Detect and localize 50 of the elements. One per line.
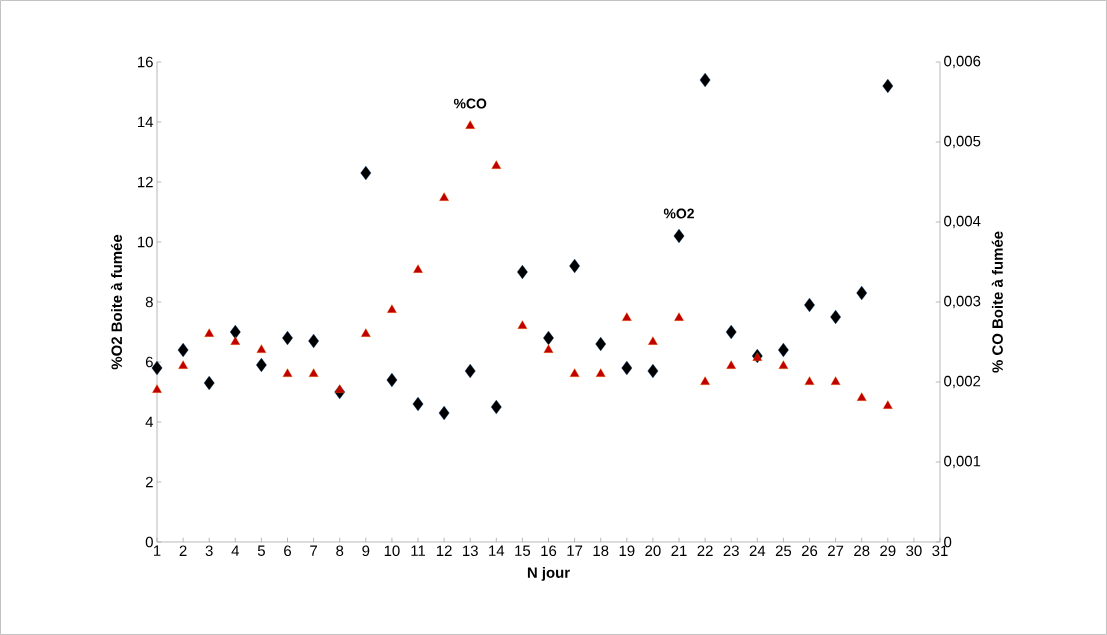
y2-tick-label: 0,002 [944,375,981,389]
y2-axis-title: % CO Boite à fumée [991,231,1003,373]
x-tick-label: 3 [205,545,213,557]
y-tick-label: 14 [138,116,154,128]
x-tick-label: 13 [463,545,478,557]
series-label: %O2 [663,208,694,219]
y-axis-title: %O2 Boite à fumée [110,234,123,370]
x-tick-label: 18 [593,545,609,557]
x-tick-label: 30 [906,545,922,557]
y2-tick-label: 0,003 [944,295,981,309]
x-tick-label: 24 [749,545,766,556]
y-tick-label: 4 [145,416,154,428]
x-tick-label: 6 [284,545,292,557]
x-tick-label: 5 [257,545,265,556]
y-tick-label: 2 [145,476,153,488]
y-tick-label: 6 [145,356,153,368]
x-tick-label: 21 [671,545,687,556]
x-tick-label: 10 [384,545,400,557]
x-tick-label: 12 [436,545,452,556]
x-tick-label: 1 [154,545,161,556]
y-tick-label: 16 [138,56,153,68]
x-tick-label: 27 [828,545,844,556]
y-tick-label: 0 [145,536,153,548]
x-tick-label: 20 [645,545,661,557]
x-tick-label: 15 [515,545,531,556]
x-tick-label: 11 [411,545,426,556]
x-tick-label: 23 [723,545,739,557]
x-tick-label: 19 [619,545,635,557]
x-tick-label: 2 [179,545,187,556]
y-tick-label: 12 [138,176,153,188]
y2-tick-label: 0,004 [944,215,981,229]
y-tick-label: 8 [145,296,153,308]
y-tick-label: 10 [138,236,153,248]
x-tick-label: 25 [775,545,792,557]
y2-tick-label: 0,005 [944,135,981,149]
x-tick-label: 17 [567,545,583,556]
x-axis-title: N jour [527,566,570,581]
x-tick-label: 7 [310,545,318,556]
y2-tick-label: 0,001 [944,455,981,469]
x-tick-label: 9 [362,545,370,557]
series-label: %CO [453,98,487,109]
x-tick-label: 4 [231,545,240,556]
x-tick-label: 29 [880,545,896,557]
x-tick-label: 28 [854,545,870,557]
x-tick-label: 8 [336,545,344,557]
x-tick-label: 26 [801,545,818,557]
x-tick-label: 16 [541,545,557,557]
y2-tick-label: 0,006 [944,55,981,69]
x-tick-label: 14 [489,545,505,556]
x-tick-label: 22 [697,545,713,556]
